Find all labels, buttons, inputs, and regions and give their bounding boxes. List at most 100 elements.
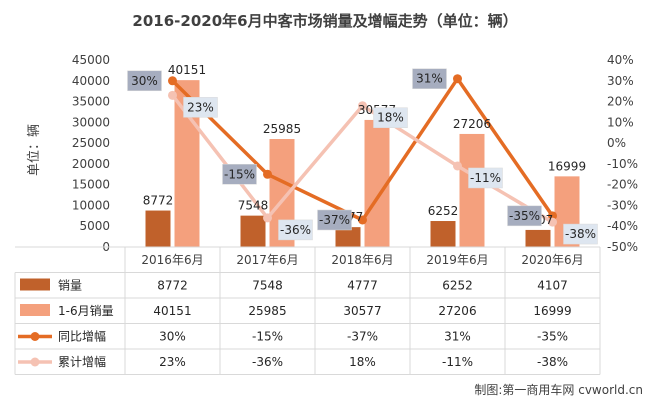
line-point <box>358 215 367 225</box>
legend-key <box>20 278 50 291</box>
line-point <box>263 213 272 223</box>
line-label-callout: -11% <box>468 167 503 189</box>
line-label-callout: -37% <box>317 209 352 231</box>
chart-title: 2016-2020年6月中客市场销量及增幅走势（单位：辆） <box>132 12 517 30</box>
line-value-label: 23% <box>187 100 214 114</box>
bar-sales <box>240 215 266 247</box>
x-tick-label: 2019年6月 <box>426 253 488 267</box>
line-label-callout: 23% <box>183 97 218 118</box>
x-tick-label: 2016年6月 <box>141 253 203 267</box>
lines <box>168 74 557 227</box>
x-tick-label: 2018年6月 <box>331 253 393 267</box>
line-label-callout: -38% <box>563 223 598 245</box>
line-point <box>358 101 367 111</box>
bar-value-label: 16999 <box>548 159 586 173</box>
line-label-callout: -36% <box>278 219 313 241</box>
table-cell: 6252 <box>442 279 473 293</box>
line-value-label: 30% <box>131 74 158 88</box>
table-cell: 8772 <box>157 279 188 293</box>
credit-text: 制图:第一商用车网 cvworld.cn <box>474 382 643 397</box>
y-left-tick-label: 10000 <box>72 198 110 212</box>
y-left-tick-label: 20000 <box>72 157 110 171</box>
y-left-tick-label: 40000 <box>72 74 110 88</box>
line-label-box <box>412 68 447 89</box>
line-label-callout: -35% <box>507 205 542 227</box>
y-left-tick-label: 35000 <box>72 95 110 109</box>
legend-swatch <box>20 278 50 291</box>
line-label-box <box>373 107 408 128</box>
table-row-name: 销量 <box>58 279 82 293</box>
table-cell: -36% <box>252 355 283 369</box>
line-point <box>263 169 272 179</box>
table-cell: 31% <box>444 330 471 344</box>
table-cell: 18% <box>349 355 376 369</box>
table-cell: 25985 <box>248 304 286 318</box>
y-axis-label: 单位：辆 <box>27 124 42 176</box>
line-label-callout: 31% <box>412 68 447 89</box>
line-label-callout: 18% <box>373 107 408 128</box>
line-label-box <box>222 164 257 185</box>
line-label-box <box>278 219 313 241</box>
bar-value-label: 8772 <box>143 194 174 208</box>
line-yoy <box>171 76 554 222</box>
table-cell: 30% <box>159 330 186 344</box>
line-label-box <box>468 167 503 189</box>
line-value-label: -35% <box>509 209 540 223</box>
bar-sales <box>525 229 551 247</box>
table-row-name: 同比增幅 <box>58 329 106 344</box>
data-labels: 8772754847776252410740151259853057727206… <box>127 63 598 245</box>
y-left-tick-label: 15000 <box>72 178 110 192</box>
y-right-tick-label: 40% <box>607 53 634 67</box>
line-value-label: -15% <box>224 167 255 181</box>
bar-sales <box>145 210 171 247</box>
legend-marker <box>30 332 40 341</box>
line-point <box>168 90 177 100</box>
axes: 0500010000150002000025000300003500040000… <box>72 53 638 254</box>
bar-value-label: 40151 <box>168 63 206 77</box>
line-value-label: -11% <box>470 171 501 185</box>
legend-marker <box>30 357 40 367</box>
bar-sales <box>430 221 456 247</box>
bar-sales <box>335 227 361 247</box>
table-cell: -15% <box>252 330 283 344</box>
line-label-box <box>563 223 598 245</box>
line-label-box <box>127 70 162 92</box>
line-point <box>548 217 557 227</box>
legend-key <box>20 304 50 316</box>
table-cell: 7548 <box>252 279 283 293</box>
x-tick-label: 2017年6月 <box>236 253 298 267</box>
line-value-label: -38% <box>565 227 596 241</box>
y-right-tick-label: 20% <box>607 95 634 109</box>
legend-key <box>18 357 52 367</box>
y-right-tick-label: 0% <box>607 136 626 150</box>
legend-swatch <box>20 304 50 316</box>
legend-key <box>18 332 52 341</box>
y-left-tick-label: 45000 <box>72 53 110 67</box>
y-left-tick-label: 30000 <box>72 115 110 129</box>
line-point <box>548 211 557 221</box>
y-right-tick-label: -40% <box>607 219 638 233</box>
line-value-label: 31% <box>416 72 443 86</box>
bar-ytd-sales <box>459 133 485 247</box>
line-value-label: 18% <box>377 111 404 125</box>
bar-value-label: 6252 <box>428 204 459 218</box>
table-cell: -11% <box>442 355 473 369</box>
line-label-callout: 30% <box>127 70 162 92</box>
bar-value-label: 25985 <box>263 122 301 136</box>
table-cell: 27206 <box>438 304 476 318</box>
line-label-box <box>183 97 218 118</box>
line-point <box>453 161 462 171</box>
line-label-box <box>317 209 352 231</box>
line-point <box>168 76 177 86</box>
table-cell: -35% <box>537 330 568 344</box>
y-right-tick-label: -50% <box>607 240 638 254</box>
y-right-tick-label: 10% <box>607 115 634 129</box>
x-tick-label: 2020年6月 <box>521 253 583 267</box>
bar-value-label: 27206 <box>453 117 491 131</box>
y-right-tick-label: -10% <box>607 157 638 171</box>
table-cell: 4777 <box>347 279 378 293</box>
bars <box>145 80 580 247</box>
